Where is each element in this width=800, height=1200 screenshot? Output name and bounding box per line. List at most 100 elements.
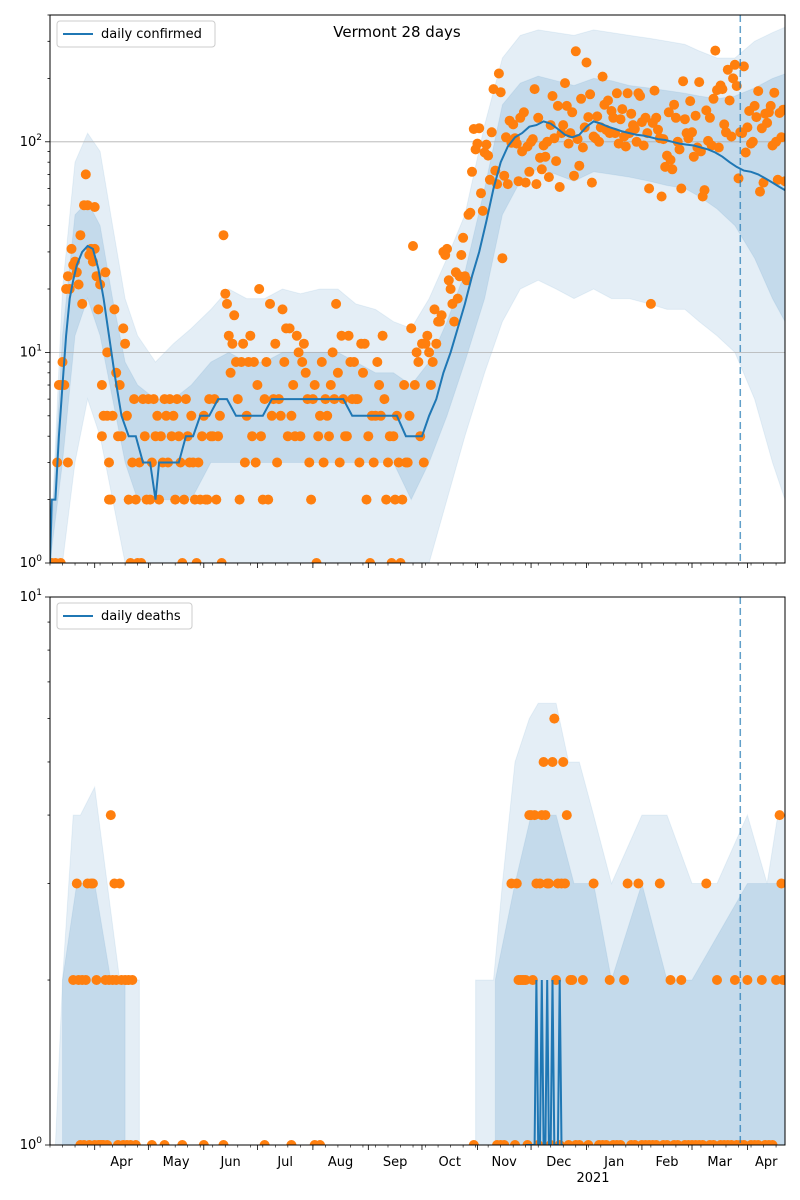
confirmed-data-point bbox=[291, 330, 302, 341]
confirmed-data-point bbox=[554, 182, 565, 192]
confirmed-data-point bbox=[540, 151, 551, 162]
confirmed-data-point bbox=[651, 112, 662, 123]
confirmed-data-point bbox=[139, 431, 150, 442]
deaths-data-point bbox=[520, 975, 531, 985]
confirmed-data-point bbox=[670, 112, 681, 123]
confirmed-data-point bbox=[109, 304, 120, 315]
confirmed-data-point bbox=[377, 330, 388, 341]
confirmed-data-point bbox=[80, 169, 91, 180]
confirmed-data-point bbox=[146, 457, 157, 468]
deaths-data-point bbox=[583, 1140, 594, 1145]
confirmed-data-point bbox=[629, 124, 640, 134]
x-axis-year-label: 2021 bbox=[576, 1171, 609, 1186]
deaths-data-point bbox=[159, 1140, 170, 1145]
x-axis-month-label: Nov bbox=[492, 1155, 518, 1170]
confirmed-data-point bbox=[234, 494, 245, 505]
confirmed-data-point bbox=[166, 431, 177, 442]
confirmed-data-point bbox=[611, 88, 622, 99]
deaths-data-point bbox=[114, 878, 125, 889]
confirmed-data-point bbox=[431, 338, 442, 349]
confirmed-data-point bbox=[638, 140, 649, 151]
confirmed-data-point bbox=[445, 284, 456, 294]
confirmed-data-point bbox=[164, 394, 175, 405]
confirmed-data-point bbox=[708, 93, 719, 104]
confirmed-data-point bbox=[93, 304, 104, 315]
confirmed-data-point bbox=[729, 59, 740, 70]
confirmed-data-point bbox=[227, 338, 238, 349]
x-axis-month-label: Apr bbox=[755, 1155, 778, 1170]
confirmed-data-point bbox=[738, 61, 749, 72]
deaths-data-point bbox=[588, 878, 599, 889]
confirmed-data-point bbox=[66, 243, 77, 254]
deaths-data-point bbox=[615, 1140, 626, 1145]
deaths-data-point bbox=[102, 1140, 113, 1145]
confirmed-data-point bbox=[372, 357, 383, 367]
confirmed-points-layer bbox=[50, 45, 785, 563]
deaths-data-point bbox=[177, 1140, 188, 1145]
deaths-data-point bbox=[622, 878, 633, 889]
deaths-data-point bbox=[567, 975, 578, 985]
confirmed-data-point bbox=[674, 144, 685, 155]
deaths-data-point bbox=[127, 975, 138, 985]
x-axis-month-label: Dec bbox=[546, 1155, 571, 1170]
confirmed-data-point bbox=[687, 127, 697, 138]
confirmed-data-point bbox=[390, 494, 401, 505]
confirmed-data-point bbox=[295, 431, 306, 442]
confirmed-data-point bbox=[474, 123, 485, 134]
confirmed-data-point bbox=[75, 230, 86, 241]
confirmed-data-point bbox=[511, 138, 522, 149]
deaths-data-point bbox=[665, 975, 676, 985]
deaths-data-point bbox=[529, 810, 540, 821]
deaths-data-point bbox=[146, 1140, 157, 1145]
confirmed-data-point bbox=[508, 119, 519, 130]
confirmed-data-point bbox=[728, 73, 739, 84]
x-axis-month-label: Sep bbox=[383, 1155, 408, 1170]
confirmed-data-point bbox=[177, 558, 188, 563]
confirmed-data-point bbox=[560, 78, 570, 89]
deaths-data-point bbox=[654, 878, 665, 889]
confirmed-data-point bbox=[197, 431, 207, 442]
confirmed-data-point bbox=[731, 81, 742, 91]
confirmed-data-point bbox=[315, 410, 325, 421]
deaths-data-point bbox=[535, 878, 545, 889]
deaths-points-layer bbox=[68, 713, 785, 1145]
deaths-data-point bbox=[468, 1140, 479, 1145]
confirmed-data-point bbox=[120, 338, 131, 349]
confirmed-data-point bbox=[111, 367, 122, 378]
confirmed-data-point bbox=[586, 177, 597, 188]
confirmed-data-point bbox=[263, 494, 274, 505]
confirmed-data-point bbox=[552, 100, 563, 111]
confirmed-data-point bbox=[170, 494, 181, 505]
confirmed-data-point bbox=[688, 151, 699, 162]
x-axis-month-label: Jul bbox=[276, 1155, 293, 1170]
confirmed-data-point bbox=[551, 156, 562, 167]
confirmed-data-point bbox=[765, 100, 776, 111]
deaths-data-point bbox=[499, 1140, 510, 1145]
confirmed-data-point bbox=[130, 494, 141, 505]
confirmed-data-point bbox=[325, 380, 336, 390]
confirmed-data-point bbox=[148, 394, 159, 405]
confirmed-data-point bbox=[452, 293, 463, 304]
confirmed-data-point bbox=[617, 104, 628, 115]
confirmed-data-point bbox=[266, 410, 277, 421]
confirmed-data-point bbox=[527, 134, 538, 145]
confirmed-data-point bbox=[336, 330, 347, 341]
confirmed-data-point bbox=[422, 330, 433, 341]
confirmed-data-point bbox=[211, 494, 222, 505]
confirmed-data-point bbox=[406, 323, 417, 334]
confirmed-data-point bbox=[225, 367, 236, 378]
confirmed-data-point bbox=[105, 494, 116, 505]
deaths-data-point bbox=[676, 975, 687, 985]
confirmed-data-point bbox=[418, 457, 429, 468]
confirmed-data-point bbox=[558, 120, 569, 131]
confirmed-data-point bbox=[168, 410, 179, 421]
confirmed-data-point bbox=[365, 558, 376, 563]
confirmed-data-point bbox=[747, 136, 758, 147]
confirmed-data-point bbox=[179, 494, 190, 505]
confirmed-data-point bbox=[316, 357, 327, 367]
confirmed-data-point bbox=[640, 112, 651, 123]
confirmed-data-point bbox=[581, 57, 592, 68]
confirmed-data-point bbox=[300, 367, 311, 378]
